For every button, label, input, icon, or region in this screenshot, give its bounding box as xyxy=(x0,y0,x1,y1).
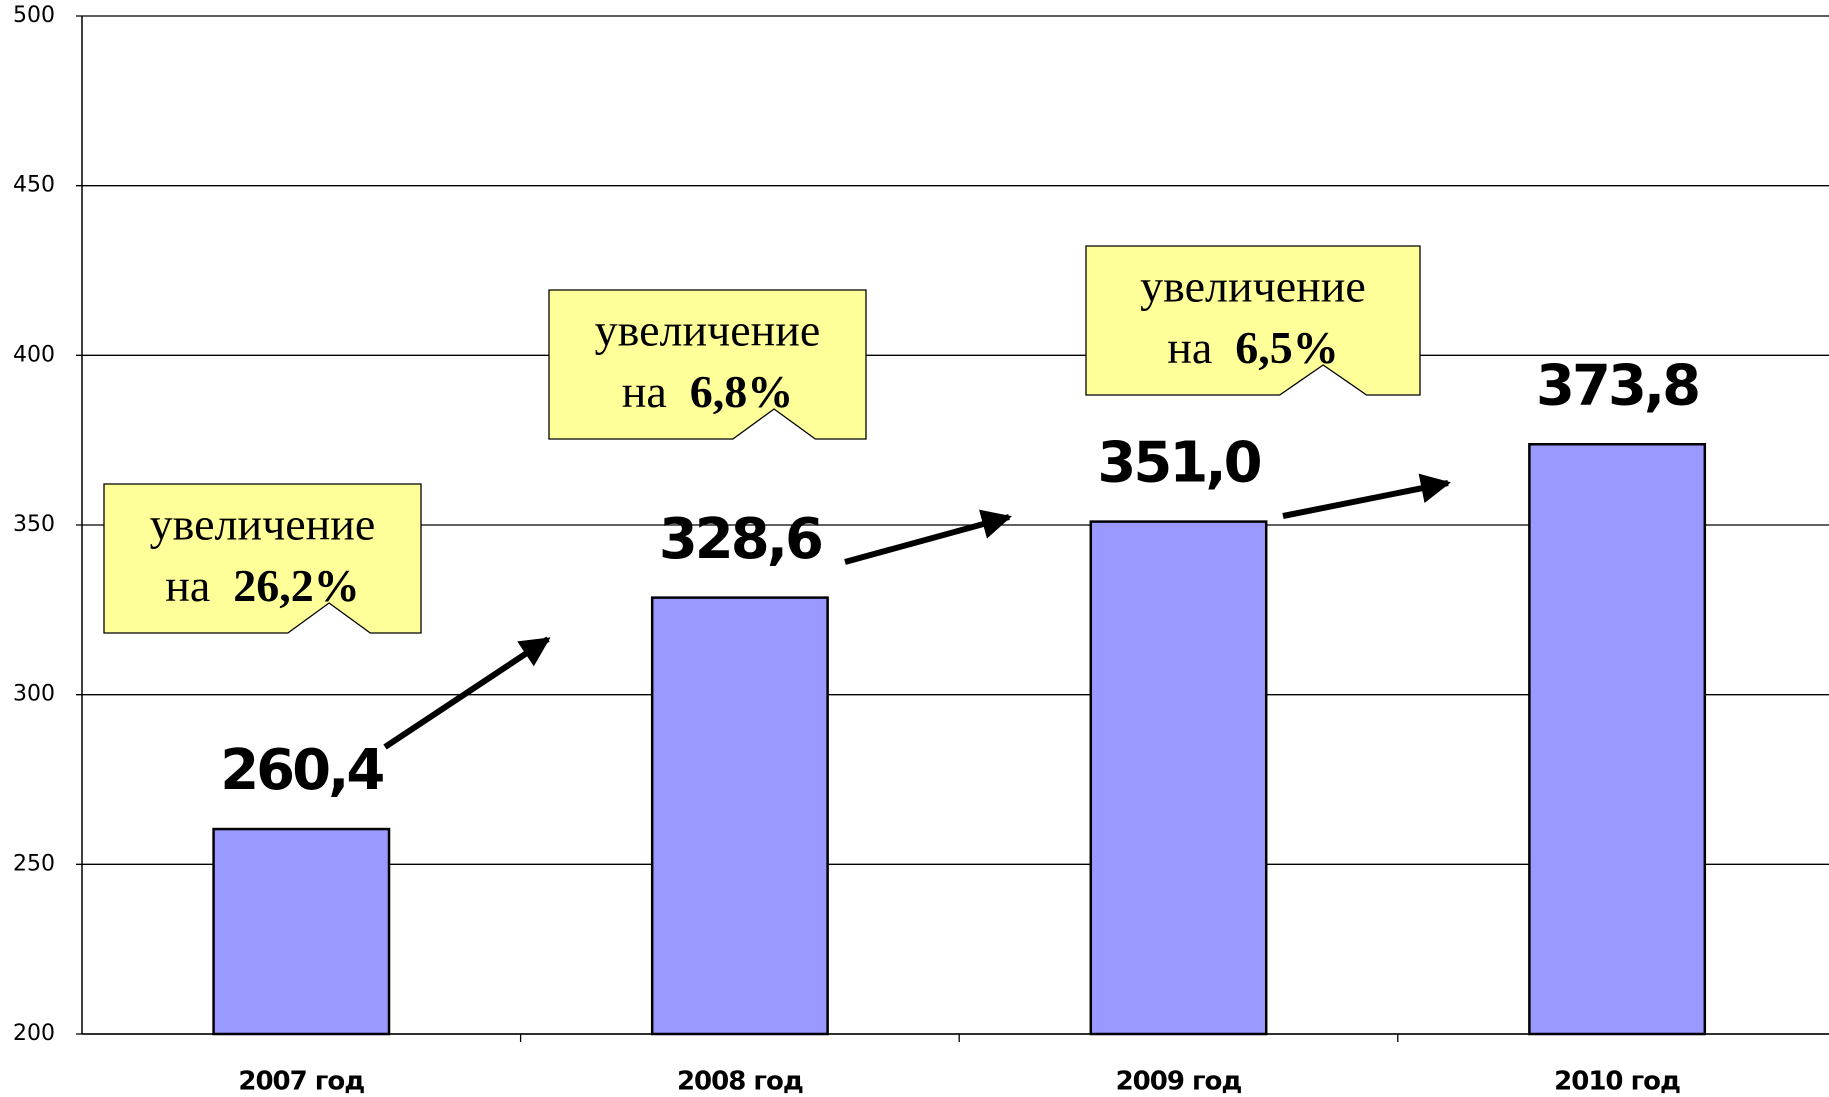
bar xyxy=(212,827,391,1036)
callout-text: увеличение xyxy=(150,498,376,549)
y-tick-label: 300 xyxy=(13,682,55,707)
callout-prefix: на xyxy=(622,365,667,416)
callout-emphasis: 6,5% xyxy=(1235,321,1339,372)
callout-line: на 6,8% xyxy=(622,365,794,416)
value-label: 351,0 xyxy=(1097,431,1260,496)
x-tick-label: 2007 год xyxy=(238,1067,364,1097)
callout-box xyxy=(548,289,867,440)
callout-line: на 6,5% xyxy=(1167,321,1339,372)
callout-text: увеличение xyxy=(595,304,821,355)
callout-line: на 26,2% xyxy=(165,559,360,610)
y-tick-label: 450 xyxy=(13,173,55,198)
arrow xyxy=(383,636,551,750)
y-tick-label: 350 xyxy=(13,512,55,537)
x-tick-label: 2009 год xyxy=(1116,1067,1242,1097)
y-tick-label: 400 xyxy=(13,342,55,367)
y-tick-label: 250 xyxy=(13,851,55,876)
arrow xyxy=(844,509,1012,565)
value-label: 260,4 xyxy=(220,738,383,803)
y-tick-label: 500 xyxy=(13,3,55,28)
x-tick-label: 2008 год xyxy=(677,1067,803,1097)
callout-emphasis: 6,8% xyxy=(690,365,794,416)
bar xyxy=(1528,442,1707,1036)
callout-text: увеличение xyxy=(1140,260,1366,311)
x-tick-label: 2010 год xyxy=(1554,1067,1680,1097)
bar xyxy=(650,596,829,1036)
arrow xyxy=(1282,473,1451,519)
bar xyxy=(1089,520,1268,1036)
value-label: 328,6 xyxy=(659,507,821,572)
callout-emphasis: 26,2% xyxy=(233,559,360,610)
callout-prefix: на xyxy=(165,559,210,610)
value-label: 373,8 xyxy=(1536,353,1698,418)
callout-box xyxy=(1085,245,1421,396)
callout-box xyxy=(103,483,422,634)
y-tick-label: 200 xyxy=(13,1021,55,1046)
callout-prefix: на xyxy=(1167,321,1212,372)
